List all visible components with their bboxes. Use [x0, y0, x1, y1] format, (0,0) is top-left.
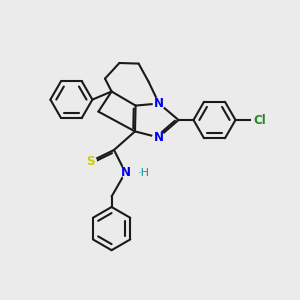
Circle shape [252, 112, 268, 128]
Text: ·H: ·H [138, 167, 150, 178]
Text: S: S [86, 155, 95, 168]
Text: N: N [154, 97, 164, 110]
Text: Cl: Cl [254, 113, 266, 127]
Text: N: N [120, 166, 130, 179]
Circle shape [153, 98, 165, 109]
Circle shape [153, 132, 164, 143]
Text: N: N [153, 131, 164, 144]
Circle shape [122, 161, 145, 184]
Circle shape [85, 156, 96, 167]
